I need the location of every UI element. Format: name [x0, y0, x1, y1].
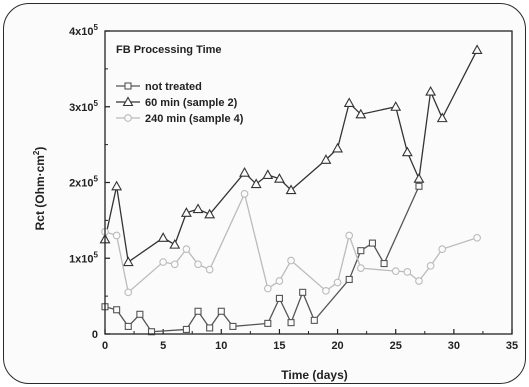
- square-marker: [194, 307, 202, 315]
- triangle-marker: [273, 173, 285, 183]
- triangle-marker: [122, 256, 134, 267]
- circle-marker: [426, 261, 435, 270]
- square-marker: [275, 294, 283, 302]
- triangle-marker: [111, 180, 123, 191]
- square-marker: [380, 260, 388, 268]
- circle-marker: [263, 284, 272, 293]
- circle-marker: [124, 288, 133, 297]
- triangle-marker: [204, 208, 216, 219]
- circle-marker: [345, 231, 354, 240]
- square-marker: [415, 182, 423, 190]
- series-3: [101, 190, 481, 297]
- triangle-marker: [343, 97, 355, 108]
- square-marker: [310, 316, 318, 324]
- triangle-marker: [332, 142, 344, 153]
- series-line: [104, 191, 478, 294]
- circle-marker: [182, 245, 191, 254]
- circle-marker: [159, 258, 167, 266]
- y-tick-label: 1x105: [69, 250, 98, 265]
- y-tick-label: 4x105: [69, 23, 98, 38]
- triangle-marker: [320, 154, 332, 164]
- square-marker: [124, 322, 132, 330]
- square-marker: [264, 319, 272, 327]
- circle-marker: [473, 233, 481, 242]
- circle-marker: [415, 277, 423, 285]
- square-marker: [345, 275, 353, 284]
- x-tick-label: 10: [215, 340, 227, 352]
- chart-ticks: 0 5 10 15 20 25 30 35 0 1x105 2x105 3x105 4x105: [69, 23, 518, 352]
- triangle-marker: [285, 184, 297, 195]
- triangle-marker: [390, 101, 402, 111]
- circle-marker: [205, 265, 214, 274]
- square-marker: [217, 307, 225, 315]
- circle-marker: [112, 231, 121, 240]
- triangle-marker: [250, 178, 262, 189]
- square-marker: [124, 82, 132, 90]
- square-marker: [113, 306, 121, 314]
- legend-label: 240 min (sample 4): [145, 113, 244, 125]
- triangle-marker: [192, 203, 204, 214]
- circle-marker: [322, 286, 330, 295]
- circle-marker: [438, 245, 447, 254]
- square-marker: [136, 310, 144, 318]
- triangle-marker: [180, 207, 192, 217]
- circle-marker: [240, 190, 249, 198]
- square-marker: [357, 247, 365, 255]
- series-line: [104, 186, 420, 333]
- legend-item: 240 min (sample 4): [116, 113, 244, 125]
- triangle-marker: [122, 96, 134, 107]
- circle-marker: [333, 278, 342, 287]
- triangle-marker: [169, 238, 181, 249]
- triangle-marker: [355, 108, 367, 119]
- y-axis-label: Rct (Ohm·cm2): [32, 147, 47, 231]
- legend-item: not treated: [116, 81, 202, 93]
- x-axis-label: Time (days): [281, 368, 347, 382]
- x-tick-label: 30: [448, 340, 460, 352]
- chart-svg: 0 5 10 15 20 25 30 35 0 1x105 2x105 3x105 4x105 not …: [32, 23, 518, 382]
- y-tick-label: 2x105: [69, 175, 98, 190]
- triangle-marker: [413, 173, 425, 183]
- circle-marker: [275, 277, 284, 285]
- y-tick-label: 3x105: [69, 99, 98, 114]
- legend-label: 60 min (sample 2): [145, 97, 238, 109]
- series-layer: [99, 44, 483, 336]
- series-1: [101, 182, 423, 336]
- circle-marker: [391, 267, 400, 275]
- square-marker: [299, 288, 307, 296]
- chart-frame: 0 5 10 15 20 25 30 35 0 1x105 2x105 3x105 4x105 not …: [3, 3, 526, 384]
- x-tick-label: 35: [506, 340, 518, 352]
- x-tick-label: 25: [390, 340, 402, 352]
- series-2: [99, 44, 483, 267]
- x-tick-label: 5: [160, 340, 166, 352]
- circle-marker: [194, 260, 202, 269]
- square-marker: [147, 328, 156, 336]
- x-tick-label: 15: [273, 340, 285, 352]
- triangle-marker: [262, 169, 274, 179]
- x-tick-label: 0: [102, 340, 108, 352]
- plot-area: [104, 30, 513, 335]
- triangle-marker: [401, 146, 413, 157]
- square-marker: [287, 319, 295, 327]
- triangle-marker: [436, 112, 448, 123]
- y-tick-label: 0: [92, 329, 98, 341]
- circle-marker: [356, 264, 365, 272]
- square-marker: [368, 239, 377, 247]
- triangle-marker: [157, 232, 169, 242]
- triangle-marker: [425, 85, 437, 96]
- triangle-marker: [239, 167, 250, 177]
- circle-marker: [287, 256, 295, 265]
- legend-label: not treated: [145, 81, 202, 93]
- square-marker: [206, 324, 214, 332]
- triangle-marker: [471, 44, 483, 54]
- square-marker: [182, 325, 190, 334]
- square-marker: [229, 322, 237, 330]
- y-axis-label-text: Rct (Ohm·cm2): [32, 147, 47, 231]
- x-tick-label: 20: [331, 340, 343, 352]
- legend: not treated 60 min (sample 2) 240 min (sam…: [116, 81, 244, 125]
- circle-marker: [403, 268, 412, 276]
- circle-marker: [124, 114, 132, 122]
- circle-marker: [170, 260, 179, 269]
- chart-title: FB Processing Time: [116, 44, 222, 56]
- legend-item: 60 min (sample 2): [116, 96, 238, 109]
